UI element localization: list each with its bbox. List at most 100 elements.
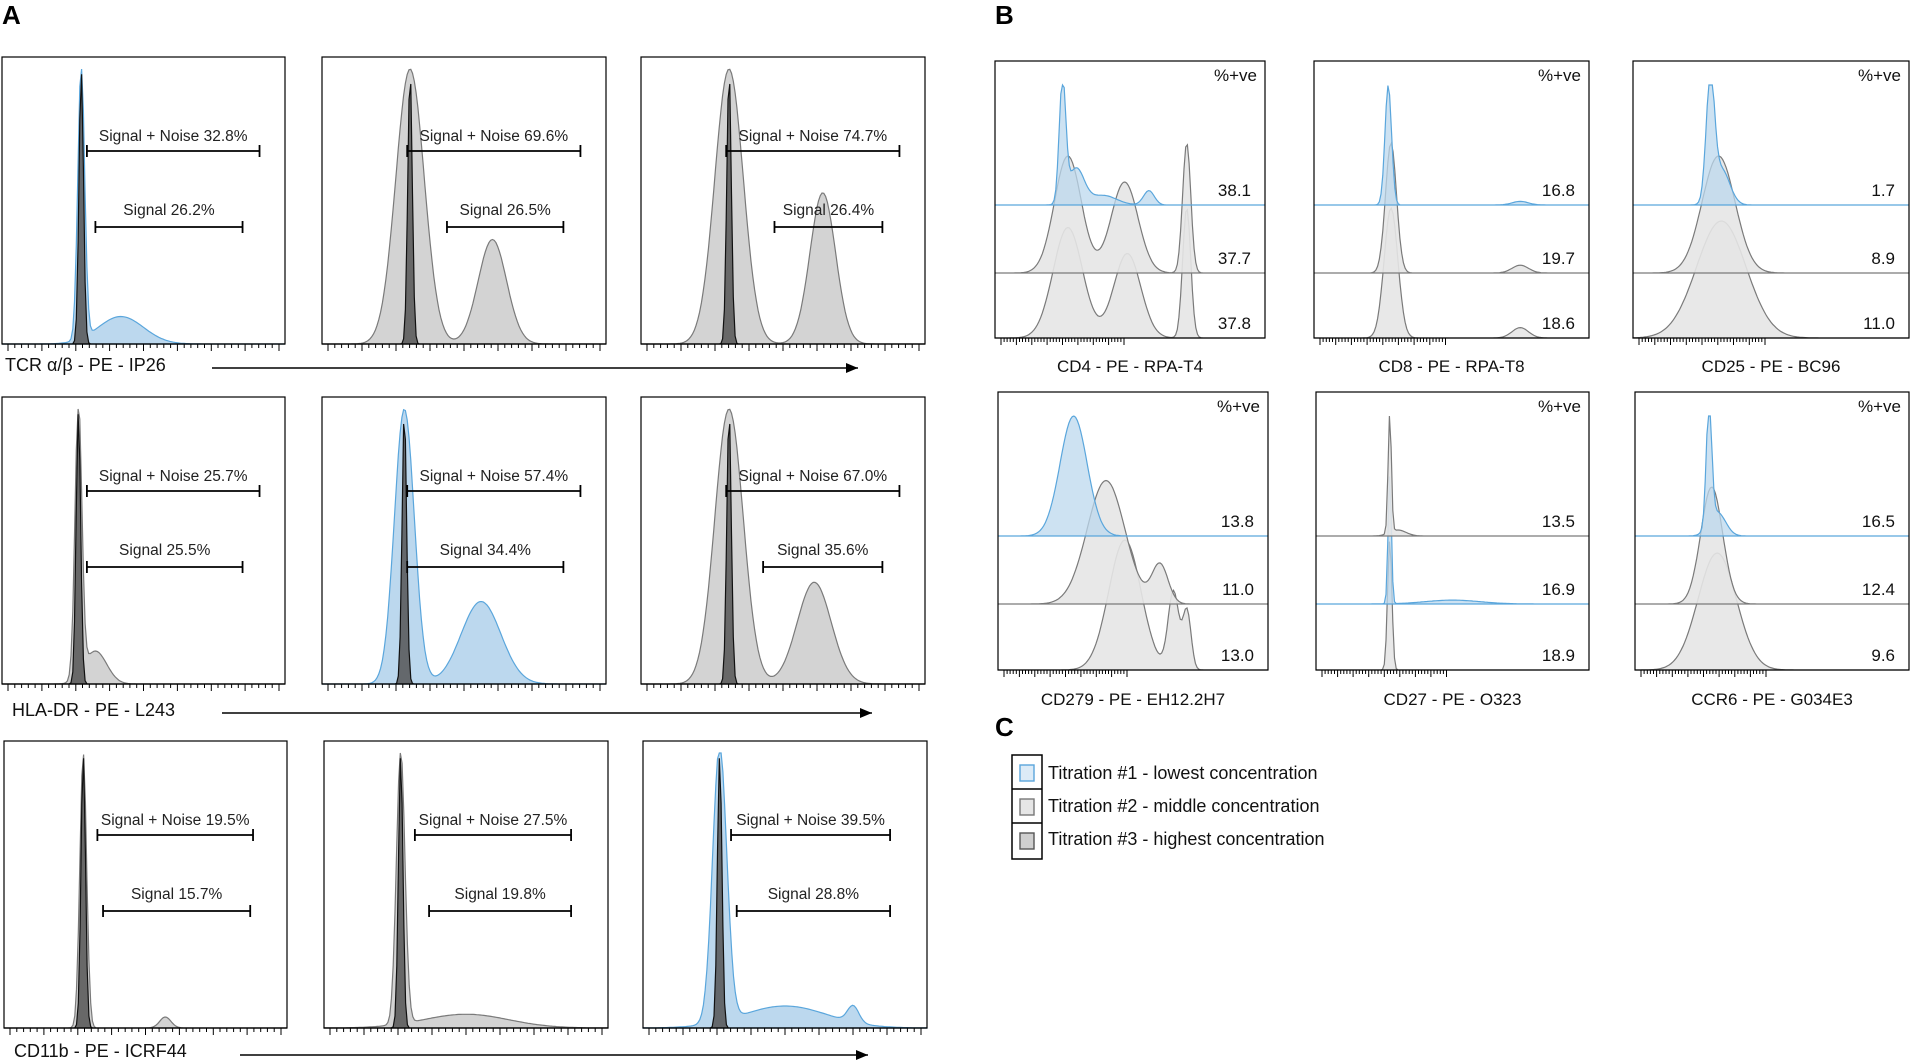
- percent-positive-value: 11.0: [1222, 580, 1254, 599]
- gate-signal-noise: [725, 485, 901, 497]
- gate-signal: [446, 221, 565, 233]
- gate-label-signal: Signal 26.5%: [460, 202, 552, 219]
- percent-positive-value: 13.5: [1542, 512, 1575, 531]
- gate-signal: [94, 221, 244, 233]
- x-axis-ticks: [646, 684, 920, 691]
- gate-signal-noise: [96, 829, 254, 841]
- legend-label-titration-2: Titration #2 - middle concentration: [1048, 796, 1319, 816]
- x-axis-ticks: [1638, 338, 1766, 345]
- histogram-a-r3-c3: Signal + Noise 39.5% Signal 28.8%: [642, 740, 928, 1035]
- percent-positive-value: 11.0: [1863, 314, 1895, 333]
- percent-positive-header: %+ve: [1538, 66, 1581, 85]
- plot-frame: [321, 56, 607, 345]
- overlay-layer-1: [995, 83, 1265, 206]
- gate-signal-noise: [86, 145, 261, 157]
- histogram-a-r1-c2: Signal + Noise 69.6% Signal 26.5%: [321, 56, 607, 351]
- plot-frame: [1, 396, 286, 685]
- percent-positive-value: 12.4: [1862, 580, 1895, 599]
- gate-signal-noise: [406, 145, 582, 157]
- gate-signal-noise: [413, 829, 572, 841]
- gate-signal: [86, 561, 244, 573]
- gate-label-signal: Signal 19.8%: [454, 886, 546, 903]
- gate-signal-noise: [406, 485, 582, 497]
- x-axis-ticks: [329, 1028, 603, 1035]
- gate-label-signal-noise: Signal + Noise 19.5%: [101, 812, 250, 829]
- percent-positive-value: 13.0: [1221, 646, 1254, 665]
- percent-positive-value: 19.7: [1542, 249, 1575, 268]
- percent-positive-value: 16.9: [1542, 580, 1575, 599]
- histogram-a-r3-c2: Signal + Noise 27.5% Signal 19.8%: [323, 740, 609, 1035]
- overlay-layer-1: [1314, 85, 1589, 206]
- gate-label-signal: Signal 28.8%: [768, 886, 860, 903]
- axis-arrow-row-1: [212, 363, 858, 373]
- overlay-layer-1: [1316, 415, 1589, 537]
- legend-swatch-titration-2: [1019, 798, 1035, 816]
- gate-label-signal: Signal 26.4%: [783, 202, 875, 219]
- percent-positive-value: 1.7: [1871, 181, 1895, 200]
- gate-signal-noise: [725, 145, 901, 157]
- gate-label-signal-noise: Signal + Noise 32.8%: [99, 128, 248, 145]
- percent-positive-value: 9.6: [1871, 646, 1895, 665]
- x-axis-ticks: [9, 1028, 282, 1035]
- x-axis-ticks: [648, 1028, 922, 1035]
- percent-positive-value: 37.8: [1218, 314, 1251, 333]
- panel-a: Signal + Noise 32.8%Signal 26.2%Signal +…: [1, 56, 928, 1060]
- axis-label-hladr: HLA-DR - PE - L243: [12, 700, 175, 720]
- legend-frame: [1011, 754, 1043, 860]
- marker-label: CCR6 - PE - G034E3: [1691, 690, 1853, 709]
- histogram-a-r3-c1: Signal + Noise 19.5% Signal 15.7%: [3, 740, 288, 1035]
- axis-label-cd11b: CD11b - PE - ICRF44: [14, 1041, 187, 1061]
- overlay-layer-2: [998, 479, 1268, 605]
- percent-positive-value: 38.1: [1218, 181, 1251, 200]
- overlay-layer-3: [1635, 552, 1909, 671]
- histogram-main: [642, 752, 928, 1029]
- histogram-b-3: %+ve 1.7 8.9 11.0 CD25 - PE - BC96: [1632, 60, 1910, 376]
- percent-positive-value: 37.7: [1218, 249, 1251, 268]
- overlay-layer-2: [1633, 155, 1909, 274]
- x-axis-ticks: [327, 344, 601, 351]
- gate-signal: [735, 905, 891, 917]
- plot-frame: [640, 56, 926, 345]
- overlay-layer-1: [998, 415, 1268, 537]
- gate-label-signal-noise: Signal + Noise 27.5%: [419, 812, 568, 829]
- plot-frame: [997, 391, 1269, 671]
- overlay-layer-1: [1633, 84, 1909, 206]
- histogram-a-r2-c3: Signal + Noise 67.0% Signal 35.6%: [640, 396, 926, 691]
- gate-label-signal-noise: Signal + Noise 74.7%: [738, 128, 887, 145]
- legend-swatch-titration-1: [1019, 764, 1035, 782]
- x-axis-ticks: [7, 684, 280, 691]
- gate-signal: [406, 561, 565, 573]
- gate-label-signal: Signal 25.5%: [119, 542, 211, 559]
- legend-swatch-titration-3: [1019, 832, 1035, 850]
- percent-positive-header: %+ve: [1538, 397, 1581, 416]
- histogram-a-r1-c1: Signal + Noise 32.8% Signal 26.2%: [1, 56, 286, 351]
- x-axis-ticks: [327, 684, 601, 691]
- gate-signal: [762, 561, 884, 573]
- percent-positive-value: 8.9: [1871, 249, 1895, 268]
- gate-signal-noise: [86, 485, 261, 497]
- plot-frame: [642, 740, 928, 1029]
- histogram-b-4: %+ve 13.8 11.0 13.0 CD279 - PE - EH12.2H7: [997, 391, 1269, 709]
- marker-label: CD25 - PE - BC96: [1702, 357, 1841, 376]
- plot-frame: [1634, 391, 1910, 671]
- plot-frame: [1315, 391, 1590, 671]
- histogram-b-1: %+ve 38.1 37.7 37.8 CD4 - PE - RPA-T4: [994, 60, 1266, 376]
- plot-frame: [1, 56, 286, 345]
- gate-label-signal-noise: Signal + Noise 57.4%: [419, 468, 568, 485]
- percent-positive-header: %+ve: [1214, 66, 1257, 85]
- histogram-a-r2-c1: Signal + Noise 25.7% Signal 25.5%: [1, 396, 286, 691]
- x-axis-ticks: [1000, 338, 1125, 345]
- gate-label-signal: Signal 34.4%: [440, 542, 532, 559]
- panel-b: %+ve 38.1 37.7 37.8 CD4 - PE - RPA-T4 %+ve 16.…: [994, 60, 1910, 709]
- gate-label-signal-noise: Signal + Noise 67.0%: [738, 468, 887, 485]
- plot-frame: [3, 740, 288, 1029]
- gate-label-signal: Signal 15.7%: [131, 886, 223, 903]
- gate-signal: [773, 221, 884, 233]
- gate-label-signal: Signal 26.2%: [123, 202, 215, 219]
- marker-label: CD8 - PE - RPA-T8: [1378, 357, 1524, 376]
- gate-label-signal-noise: Signal + Noise 39.5%: [736, 812, 885, 829]
- x-axis-ticks: [1321, 670, 1447, 677]
- legend-label-titration-3: Titration #3 - highest concentration: [1048, 829, 1325, 849]
- histogram-b-2: %+ve 16.8 19.7 18.6 CD8 - PE - RPA-T8: [1313, 60, 1590, 376]
